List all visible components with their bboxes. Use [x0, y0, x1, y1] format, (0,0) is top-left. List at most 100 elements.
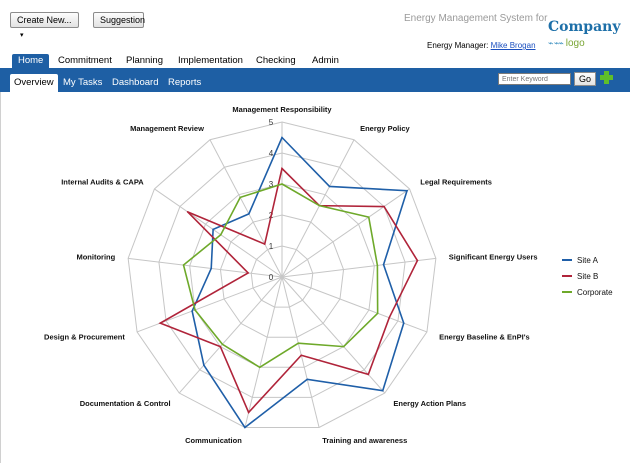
grid-spoke	[281, 188, 410, 278]
data-point	[376, 264, 379, 267]
tab-commitment[interactable]: Commitment	[58, 55, 112, 66]
data-point	[248, 213, 250, 215]
manager-label: Energy Manager:	[427, 41, 489, 50]
legend-label: Site B	[577, 272, 598, 281]
data-point	[367, 216, 370, 218]
logo-company-text: Company	[548, 19, 621, 35]
grid-ring	[189, 183, 375, 368]
data-point	[281, 183, 283, 185]
data-point	[381, 389, 384, 392]
data-point	[191, 310, 193, 312]
data-point	[219, 233, 222, 236]
energy-manager-info: Energy Manager: Mike Brogan	[427, 41, 536, 50]
tab-checking[interactable]: Checking	[256, 55, 296, 66]
top-bar: Create New... ▾ Suggestion Energy Managem…	[0, 0, 630, 54]
data-point	[210, 267, 213, 270]
radial-tick-label: 4	[269, 149, 274, 158]
data-point	[258, 366, 261, 369]
data-point	[297, 342, 300, 345]
search-input[interactable]	[498, 73, 571, 85]
data-point	[367, 373, 370, 376]
data-point	[263, 243, 266, 245]
series-line	[158, 166, 419, 414]
logo-word: logo	[565, 38, 585, 49]
tab-admin[interactable]: Admin	[312, 55, 339, 66]
category-label: Energy Policy	[360, 124, 410, 133]
subtab-my-tasks[interactable]: My Tasks	[63, 77, 103, 88]
tab-home[interactable]: Home	[12, 54, 50, 68]
data-point	[247, 272, 249, 274]
data-point	[221, 343, 224, 346]
data-point	[382, 263, 385, 266]
data-point	[212, 228, 214, 231]
chevron-down-icon: ▾	[20, 32, 24, 39]
data-point	[416, 259, 419, 262]
category-label: Design & Procurement	[44, 333, 125, 342]
app-title: Energy Management System for	[404, 13, 548, 24]
grid-spoke	[154, 188, 283, 278]
go-button[interactable]: Go	[574, 72, 596, 86]
data-point	[281, 167, 283, 170]
grid-spoke	[128, 257, 283, 278]
data-point	[247, 411, 250, 414]
grid-spoke	[209, 139, 283, 278]
tab-planning[interactable]: Planning	[126, 55, 163, 66]
series-line	[182, 183, 379, 369]
radar-chart-panel: 0 1 2 3 4 5 Management Responsibility Energy Po…	[0, 92, 630, 463]
manager-name-link[interactable]: Mike Brogan	[490, 41, 536, 50]
data-point	[306, 378, 309, 381]
data-point	[402, 322, 405, 324]
grid-ring	[127, 121, 437, 428]
data-point	[281, 136, 283, 139]
grid-spoke	[281, 276, 386, 394]
category-label: Management Responsibility	[232, 105, 332, 114]
grid-spoke	[281, 276, 320, 428]
radial-tick-label: 0	[269, 273, 274, 282]
create-new-button[interactable]: Create New... ▾	[10, 12, 79, 39]
data-point	[239, 196, 242, 199]
data-point	[328, 185, 331, 188]
grid-spoke	[281, 139, 355, 278]
radial-tick-label: 3	[269, 180, 274, 189]
data-point	[244, 426, 246, 429]
grid-spoke	[136, 276, 283, 333]
category-label: Documentation & Control	[80, 399, 171, 408]
grid-ring	[158, 152, 406, 398]
add-plus-icon[interactable]	[600, 71, 613, 84]
data-point	[300, 354, 303, 357]
grid-ring	[219, 214, 345, 338]
data-point	[406, 189, 408, 192]
create-new-label: Create New...	[17, 15, 72, 25]
data-point	[194, 309, 196, 311]
subtab-dashboard[interactable]: Dashboard	[112, 77, 159, 88]
category-label: Internal Audits & CAPA	[61, 178, 144, 187]
data-point	[219, 345, 222, 348]
data-point	[203, 364, 205, 366]
logo-mark-icon: ⌁ ⌁⌁	[548, 38, 564, 48]
data-point	[388, 316, 391, 319]
subtab-reports[interactable]: Reports	[168, 77, 202, 88]
category-label: Management Review	[130, 124, 204, 133]
grid-spoke	[281, 257, 436, 278]
data-point	[182, 264, 185, 266]
category-label: Monitoring	[76, 253, 115, 262]
legend-label: Site A	[577, 256, 599, 265]
category-label: Legal Requirements	[420, 178, 492, 187]
data-point	[383, 205, 385, 208]
category-label: Communication	[185, 436, 242, 445]
category-label: Significant Energy Users	[449, 253, 538, 262]
grid-ring	[250, 245, 314, 308]
radial-tick-label: 1	[269, 242, 274, 251]
series-line	[191, 136, 409, 429]
data-point	[342, 345, 345, 348]
data-point	[186, 211, 189, 213]
data-point	[318, 204, 321, 207]
radial-tick-label: 5	[269, 118, 274, 127]
suggestion-button[interactable]: Suggestion	[93, 12, 145, 28]
company-logo[interactable]: Company ⌁ ⌁⌁ logo	[548, 19, 621, 54]
grid-spoke	[244, 276, 283, 428]
subtab-overview[interactable]: Overview	[10, 74, 58, 92]
tab-implementation[interactable]: Implementation	[178, 55, 243, 66]
legend-label: Corporate	[577, 288, 613, 297]
main-nav: Home Commitment Planning Implementation …	[0, 54, 630, 68]
